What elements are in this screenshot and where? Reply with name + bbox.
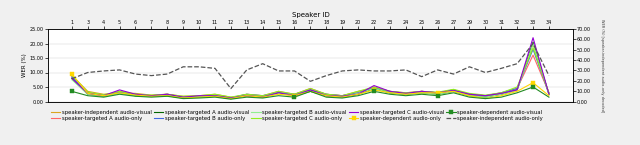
X-axis label: Speaker ID: Speaker ID (292, 12, 329, 18)
Y-axis label: WER (%): WER (%) (22, 53, 27, 77)
Legend: speaker-independent audio-visual, speaker-targeted A audio-only, speaker-targete: speaker-independent audio-visual, speake… (51, 110, 543, 121)
Y-axis label: WER (%) [speaker-independent audio-only decoded]: WER (%) [speaker-independent audio-only … (600, 19, 604, 112)
